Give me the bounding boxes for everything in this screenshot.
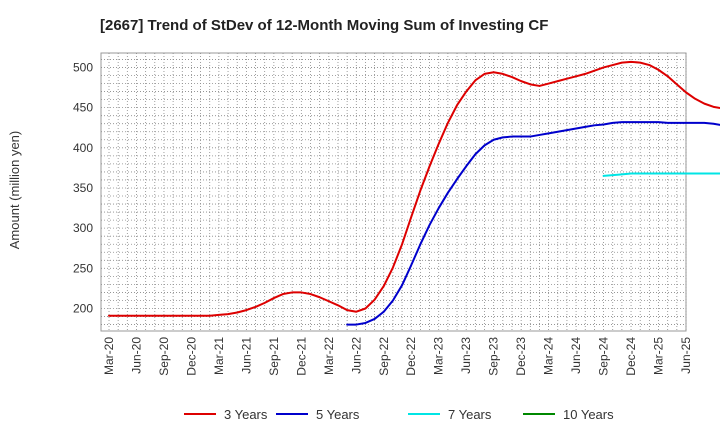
y-tick-label: 250 bbox=[73, 261, 93, 275]
x-tick-label: Dec-21 bbox=[294, 337, 308, 376]
x-tick-label: Dec-20 bbox=[184, 337, 198, 376]
legend-label-3-years: 3 Years bbox=[224, 407, 268, 422]
series-line-3-years bbox=[108, 60, 720, 317]
plot-area bbox=[100, 52, 687, 332]
y-tick-label: 500 bbox=[73, 60, 93, 74]
y-tick-label: 300 bbox=[73, 221, 93, 235]
x-tick-label: Jun-20 bbox=[129, 337, 143, 374]
series-line-5-years bbox=[346, 121, 720, 326]
legend-label-7-years: 7 Years bbox=[448, 407, 492, 422]
y-tick-label: 400 bbox=[73, 141, 93, 155]
y-tick-label: 350 bbox=[73, 181, 93, 195]
x-tick-label: Sep-24 bbox=[597, 337, 611, 376]
x-tick-label: Jun-23 bbox=[459, 337, 473, 374]
x-tick-label: Mar-21 bbox=[212, 337, 226, 375]
x-tick-label: Mar-24 bbox=[542, 337, 556, 375]
y-tick-label: 200 bbox=[73, 302, 93, 316]
chart-title: [2667] Trend of StDev of 12-Month Moving… bbox=[100, 17, 548, 34]
x-tick-label: Sep-21 bbox=[267, 337, 281, 376]
x-tick-label: Sep-22 bbox=[377, 337, 391, 376]
legend-label-5-years: 5 Years bbox=[316, 407, 360, 422]
x-tick-label: Jun-25 bbox=[679, 337, 693, 374]
series-line-7-years bbox=[602, 172, 720, 177]
x-tick-label: Jun-24 bbox=[569, 337, 583, 374]
legend-label-10-years: 10 Years bbox=[563, 407, 614, 422]
x-tick-label: Sep-20 bbox=[157, 337, 171, 376]
x-tick-label: Jun-22 bbox=[349, 337, 363, 374]
x-tick-label: Jun-21 bbox=[239, 337, 253, 374]
x-tick-label: Dec-23 bbox=[514, 337, 528, 376]
x-tick-label: Mar-23 bbox=[432, 337, 446, 375]
x-tick-label: Mar-20 bbox=[102, 337, 116, 375]
x-tick-label: Dec-22 bbox=[404, 337, 418, 376]
y-tick-label: 450 bbox=[73, 101, 93, 115]
y-axis-label: Amount (million yen) bbox=[7, 131, 22, 250]
x-tick-label: Sep-23 bbox=[487, 337, 501, 376]
x-tick-label: Mar-22 bbox=[322, 337, 336, 375]
x-tick-label: Dec-24 bbox=[624, 337, 638, 376]
x-tick-label: Mar-25 bbox=[652, 337, 666, 375]
